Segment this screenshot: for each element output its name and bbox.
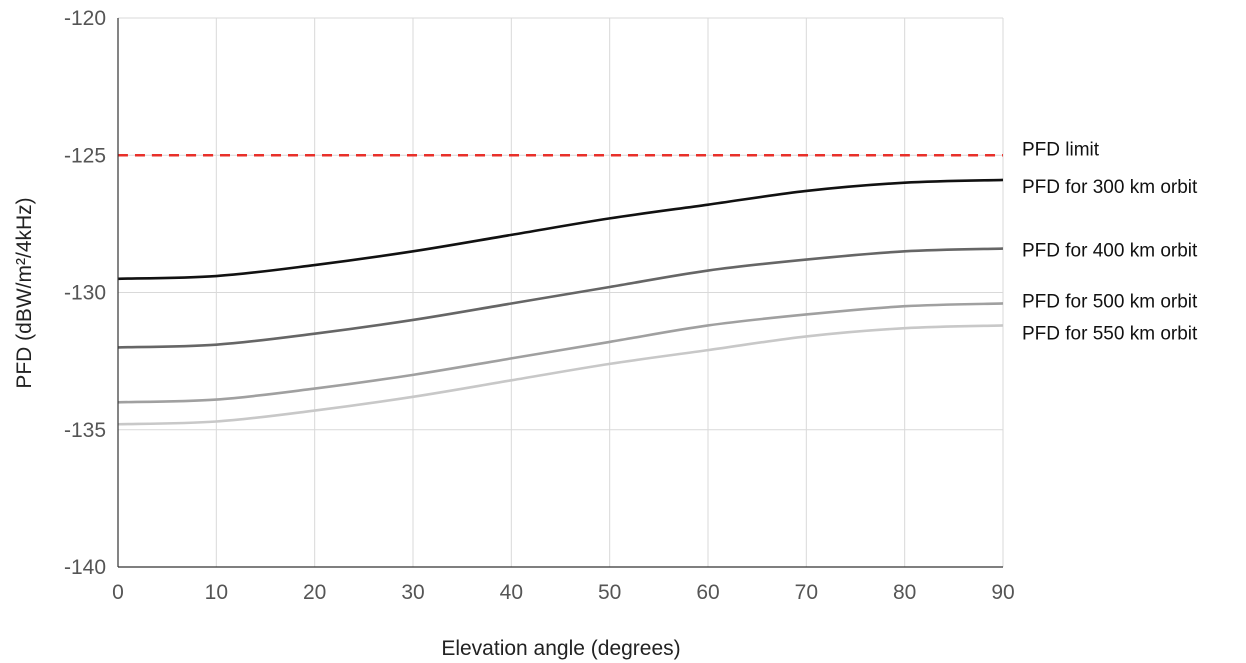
x-tick-label: 90 [991, 581, 1014, 604]
series-label-2: PFD for 300 km orbit [1022, 177, 1198, 198]
series-label-1: PFD limit [1022, 139, 1100, 160]
series-labels: PFD limit PFD for 300 km orbit PFD for 400… [1022, 139, 1198, 344]
series-line-4 [117, 302, 1004, 404]
tick-labels: 0 10 20 30 40 50 60 70 80 90 -120 -125 -130 -135 -140 [64, 7, 1015, 604]
series-line-2 [117, 178, 1004, 281]
x-tick-label: 10 [205, 581, 228, 604]
series-label-4: PFD for 500 km orbit [1022, 291, 1198, 312]
series-label-5: PFD for 550 km orbit [1022, 323, 1198, 344]
y-axis-title: PFD (dBW/m²/4kHz) [13, 197, 36, 388]
y-tick-label: -120 [64, 7, 106, 30]
series-lines [117, 153, 1004, 426]
series-line-3 [117, 247, 1004, 349]
y-tick-label: -140 [64, 556, 106, 579]
y-tick-label: -135 [64, 419, 106, 442]
x-tick-label: 50 [598, 581, 621, 604]
y-tick-label: -125 [64, 144, 106, 167]
x-axis-title: Elevation angle (degrees) [441, 637, 680, 660]
series-label-3: PFD for 400 km orbit [1022, 241, 1198, 262]
x-tick-label: 70 [795, 581, 818, 604]
gridlines [118, 17, 1004, 567]
x-tick-label: 60 [696, 581, 719, 604]
x-tick-label: 20 [303, 581, 326, 604]
x-tick-label: 30 [401, 581, 424, 604]
axes [117, 18, 1003, 568]
x-tick-label: 40 [500, 581, 523, 604]
x-tick-label: 80 [893, 581, 916, 604]
series-line-5 [117, 324, 1004, 426]
y-tick-label: -130 [64, 282, 106, 305]
x-tick-label: 0 [112, 581, 124, 604]
